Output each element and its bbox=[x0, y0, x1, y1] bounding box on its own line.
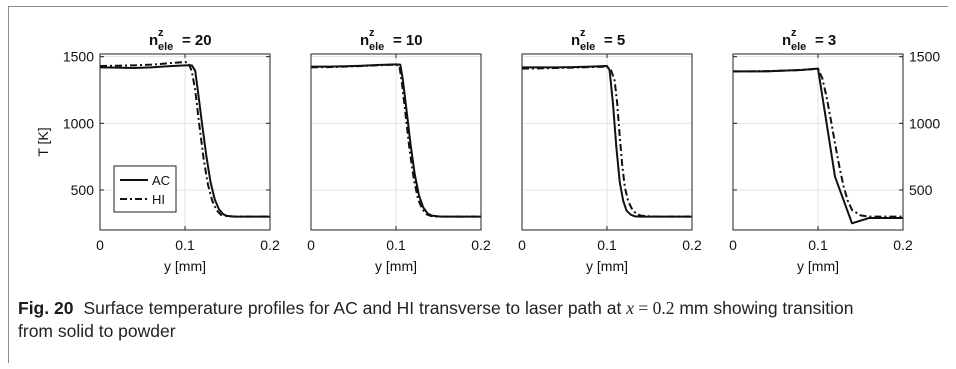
y-tick-label: 500 bbox=[909, 182, 933, 198]
chart-legend: AC HI bbox=[113, 165, 177, 213]
title-superscript: z bbox=[580, 27, 586, 39]
title-subscript: ele bbox=[158, 41, 173, 53]
x-tick-label: 0.2 bbox=[682, 237, 702, 253]
title-value: = 3 bbox=[815, 32, 836, 49]
figure-label: Fig. 20 bbox=[18, 298, 74, 318]
panel-title: n z ele = 3 bbox=[782, 27, 836, 53]
title-superscript: z bbox=[791, 27, 797, 39]
caption-unit-text: mm showing transition bbox=[674, 298, 854, 318]
title-value: = 5 bbox=[604, 32, 625, 49]
chart-panel-3: 0 0.1 0.2 y [mm] n z ele = 5 bbox=[518, 27, 702, 274]
y-tick-label: 1000 bbox=[909, 115, 940, 131]
panel-title: n z ele = 10 bbox=[360, 27, 423, 53]
y-tick-label: 1500 bbox=[909, 49, 940, 65]
title-superscript: z bbox=[369, 27, 375, 39]
chart-panel-2: 0 0.1 0.2 y [mm] n z ele = 10 bbox=[307, 27, 491, 274]
x-tick-label: 0.2 bbox=[260, 237, 280, 253]
legend-label-hi: HI bbox=[152, 192, 165, 207]
y-tick-label: 500 bbox=[71, 182, 95, 198]
x-tick-label: 0.1 bbox=[597, 237, 617, 253]
title-subscript: ele bbox=[791, 41, 806, 53]
legend-box bbox=[113, 165, 177, 213]
x-tick-label: 0 bbox=[307, 237, 315, 253]
x-tick-label: 0 bbox=[729, 237, 737, 253]
series-line-ac bbox=[99, 64, 270, 218]
x-tick-label: 0.1 bbox=[175, 237, 195, 253]
caption-text-2: from solid to powder bbox=[18, 321, 176, 341]
legend-label-ac: AC bbox=[152, 173, 170, 188]
chart-panel-1: 0 0.1 0.2 y [mm] 500 1000 1500 T [K] n z ele = 20 AC… bbox=[35, 27, 280, 274]
x-tick-label: 0.1 bbox=[386, 237, 406, 253]
caption-equals-value: = 0.2 bbox=[633, 298, 675, 318]
series-line-hi bbox=[733, 67, 903, 218]
title-subscript: ele bbox=[369, 41, 384, 53]
x-axis-label: y [mm] bbox=[164, 258, 206, 274]
title-symbol: n bbox=[149, 32, 158, 49]
title-subscript: ele bbox=[580, 41, 595, 53]
title-symbol: n bbox=[782, 32, 791, 49]
panel-title: n z ele = 20 bbox=[149, 27, 212, 53]
title-value: = 20 bbox=[182, 32, 212, 49]
x-tick-label: 0.1 bbox=[808, 237, 828, 253]
figure-caption: Fig. 20 Surface temperature profiles for … bbox=[18, 297, 943, 343]
title-symbol: n bbox=[571, 32, 580, 49]
x-tick-label: 0.2 bbox=[893, 237, 913, 253]
series-line-hi bbox=[99, 61, 270, 218]
series-line-hi bbox=[521, 65, 692, 218]
title-symbol: n bbox=[360, 32, 369, 49]
figure-frame bbox=[8, 6, 948, 363]
y-axis-label: T [K] bbox=[35, 127, 51, 156]
x-tick-label: 0 bbox=[96, 237, 104, 253]
x-axis-label: y [mm] bbox=[797, 258, 839, 274]
y-tick-label: 1000 bbox=[63, 115, 94, 131]
x-tick-label: 0.2 bbox=[471, 237, 491, 253]
panel-title: n z ele = 5 bbox=[571, 27, 625, 53]
x-axis-label: y [mm] bbox=[586, 258, 628, 274]
y-tick-label: 1500 bbox=[63, 49, 94, 65]
chart-panel-4: 0 0.1 0.2 y [mm] 500 1000 1500 n z ele = 3 bbox=[729, 27, 940, 274]
series-line-hi bbox=[310, 63, 481, 218]
title-superscript: z bbox=[158, 27, 164, 39]
title-value: = 10 bbox=[393, 32, 423, 49]
x-axis-label: y [mm] bbox=[375, 258, 417, 274]
caption-variable-x: x bbox=[626, 298, 634, 318]
caption-text-1: Surface temperature profiles for AC and … bbox=[83, 298, 627, 318]
x-tick-label: 0 bbox=[518, 237, 526, 253]
